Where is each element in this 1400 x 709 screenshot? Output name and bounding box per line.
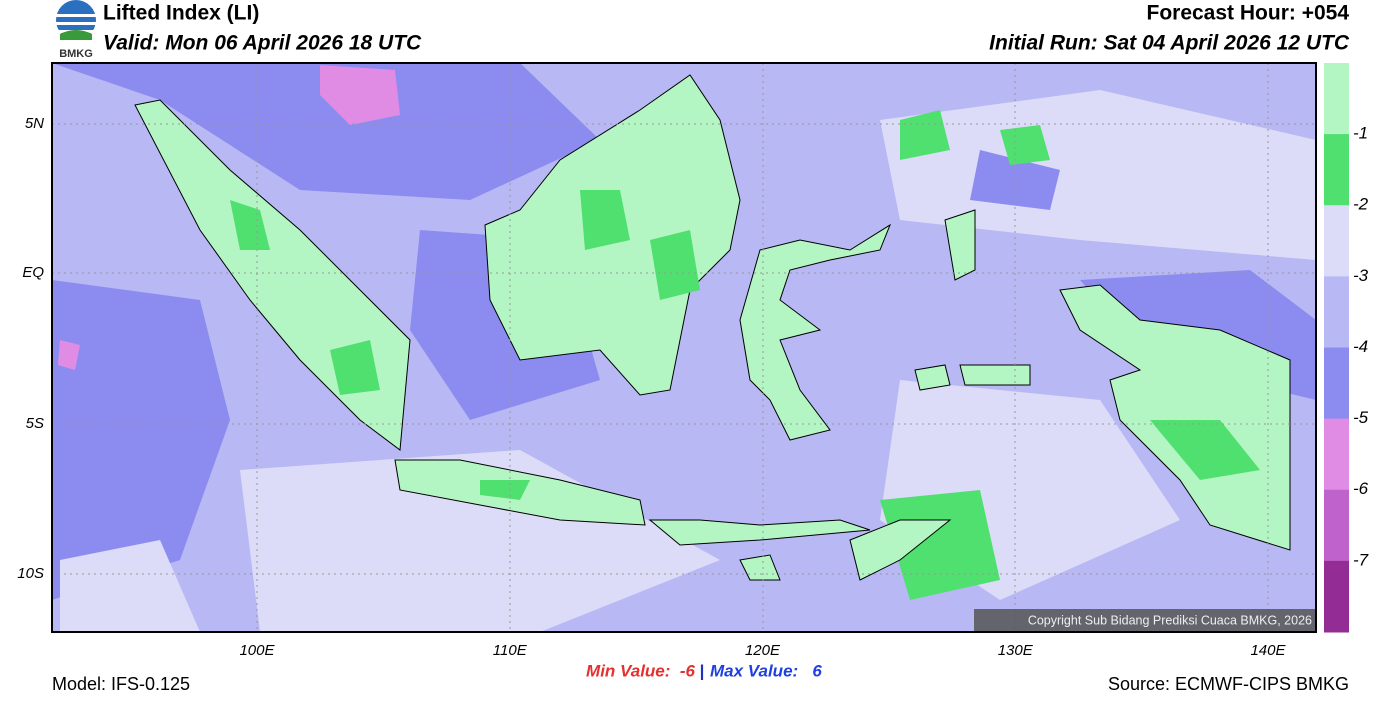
valid-time: Valid: Mon 06 April 2026 18 UTC <box>103 32 422 55</box>
lon-label: 110E <box>493 642 528 659</box>
forecast-hour: Forecast Hour: +054 <box>1147 2 1350 25</box>
lat-label: 10S <box>17 565 44 582</box>
title: Lifted Index (LI) <box>103 2 259 25</box>
colorbar-label: -4 <box>1353 337 1368 356</box>
colorbar-band <box>1324 489 1349 562</box>
map-field <box>52 63 1316 632</box>
colorbar-label: -5 <box>1353 408 1369 427</box>
colorbar-label: -7 <box>1353 550 1369 569</box>
colorbar-band <box>1324 276 1349 348</box>
colorbar-band <box>1324 560 1349 633</box>
lon-label: 140E <box>1250 642 1286 659</box>
colorbar-band <box>1324 134 1349 206</box>
model: Model: IFS-0.125 <box>52 674 190 694</box>
separator: | <box>700 661 705 680</box>
lon-label: 100E <box>239 642 275 659</box>
lat-label: 5N <box>25 115 44 132</box>
logo-text: BMKG <box>59 48 93 60</box>
colorbar-label: -2 <box>1353 195 1369 214</box>
lon-label: 130E <box>998 642 1034 659</box>
colorbar-band <box>1324 418 1349 491</box>
max-value: Max Value: 6 <box>710 661 822 680</box>
colorbar-label: -6 <box>1353 479 1369 498</box>
lat-label: 5S <box>26 415 44 432</box>
initial-run: Initial Run: Sat 04 April 2026 12 UTC <box>989 32 1350 55</box>
colorbar-band <box>1324 347 1349 420</box>
colorbar-label: -1 <box>1353 124 1368 143</box>
logo <box>56 0 96 40</box>
copyright: Copyright Sub Bidang Prediksi Cuaca BMKG… <box>1028 613 1312 627</box>
min-value: Min Value: -6 <box>586 661 695 680</box>
colorbar-band <box>1324 205 1349 277</box>
lon-label: 120E <box>745 642 781 659</box>
map-frame <box>51 62 1317 633</box>
colorbar-label: -3 <box>1353 266 1369 285</box>
colorbar-band <box>1324 63 1349 135</box>
lat-label: EQ <box>22 264 44 281</box>
source: Source: ECMWF-CIPS BMKG <box>1108 674 1349 694</box>
